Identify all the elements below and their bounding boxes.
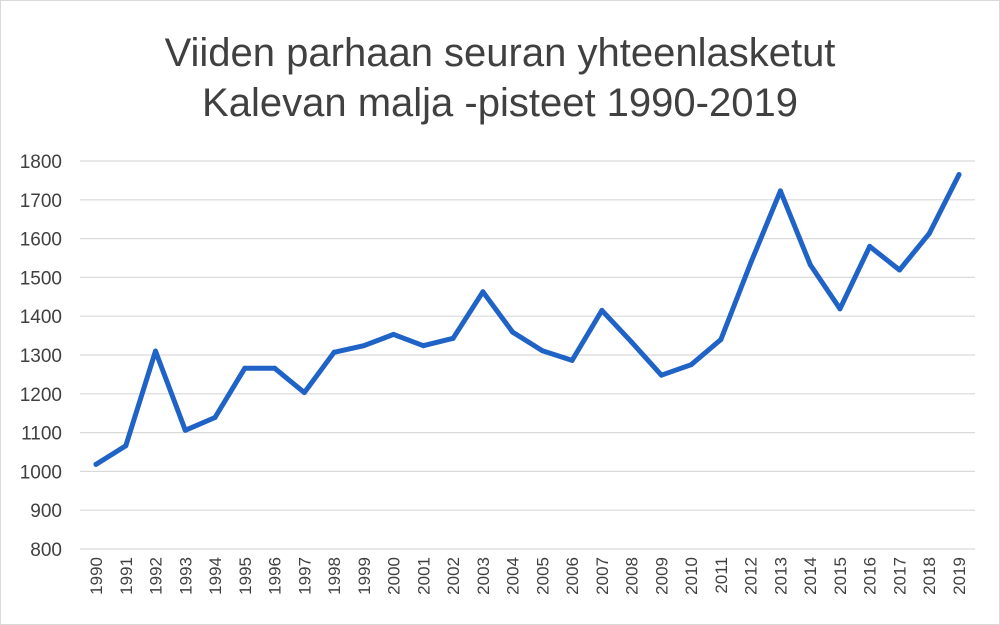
x-tick-label: 2002 <box>444 557 463 595</box>
x-tick-label: 1990 <box>87 557 106 595</box>
series-line-0 <box>93 172 962 467</box>
data-point <box>420 343 426 349</box>
data-point <box>272 365 278 371</box>
x-tick-label: 2007 <box>593 557 612 595</box>
x-tick-label: 1996 <box>266 557 285 595</box>
data-point <box>242 365 248 371</box>
data-point <box>510 329 516 335</box>
y-tick-label: 1700 <box>20 191 62 212</box>
x-tick-label: 1997 <box>295 557 314 595</box>
x-tick-label: 2016 <box>861 557 880 595</box>
data-point <box>331 349 337 355</box>
x-tick-label: 2019 <box>950 557 969 595</box>
x-tick-label: 1991 <box>117 557 136 595</box>
data-point <box>807 262 813 268</box>
data-point <box>629 339 635 345</box>
data-point <box>301 390 307 396</box>
chart-title-line-1: Viiden parhaan seuran yhteenlasketut <box>164 31 836 75</box>
y-tick-label: 1400 <box>20 307 62 328</box>
y-tick-label: 1500 <box>20 268 62 289</box>
data-point <box>123 443 129 449</box>
x-tick-label: 2008 <box>623 557 642 595</box>
data-point <box>361 343 367 349</box>
x-tick-label: 2017 <box>890 557 909 595</box>
data-point <box>182 427 188 433</box>
x-tick-label: 1999 <box>355 557 374 595</box>
x-axis-tick-labels: 1990 1991 1992 1993 1994 1995 1996 1997 1998 1999… <box>87 557 969 595</box>
x-tick-label: 2000 <box>385 557 404 595</box>
x-tick-label: 2014 <box>801 557 820 595</box>
data-point <box>658 372 664 378</box>
x-tick-label: 1995 <box>236 557 255 595</box>
x-tick-label: 2001 <box>414 557 433 595</box>
gridlines <box>80 160 975 550</box>
data-point <box>777 188 783 194</box>
y-tick-label: 1000 <box>20 462 62 483</box>
x-tick-label: 1993 <box>176 557 195 595</box>
x-tick-label: 2012 <box>742 557 761 595</box>
y-axis-tick-labels: 800 900 1000 1100 1200 1300 1400 1500 1600 1700 18… <box>20 152 62 561</box>
data-point <box>480 289 486 295</box>
x-tick-label: 1992 <box>147 557 166 595</box>
data-point <box>391 331 397 337</box>
y-tick-label: 1800 <box>20 152 62 173</box>
x-tick-label: 2018 <box>920 557 939 595</box>
series-layer <box>93 172 962 467</box>
data-point <box>539 348 545 354</box>
data-point <box>153 348 159 354</box>
data-point <box>569 357 575 363</box>
x-tick-label: 1994 <box>206 557 225 595</box>
chart-title-line-2: Kalevan malja -pisteet 1990-2019 <box>202 81 798 125</box>
x-tick-label: 2010 <box>682 557 701 595</box>
x-tick-label: 2004 <box>504 557 523 595</box>
data-point <box>896 267 902 273</box>
y-tick-label: 1600 <box>20 230 62 251</box>
data-point <box>212 414 218 420</box>
x-tick-label: 1998 <box>325 557 344 595</box>
data-point <box>93 461 99 467</box>
x-tick-label: 2009 <box>652 557 671 595</box>
x-tick-label: 2005 <box>533 557 552 595</box>
x-tick-label: 2006 <box>563 557 582 595</box>
data-point <box>926 231 932 237</box>
y-tick-label: 1300 <box>20 346 62 367</box>
data-point <box>718 336 724 342</box>
x-tick-label: 2003 <box>474 557 493 595</box>
chart-title: Viiden parhaan seuran yhteenlasketut Kal… <box>0 28 1000 128</box>
y-tick-label: 1100 <box>21 424 62 445</box>
data-point <box>837 306 843 312</box>
data-point <box>450 335 456 341</box>
y-tick-label: 800 <box>30 540 62 561</box>
data-point <box>599 307 605 313</box>
x-tick-label: 2015 <box>831 557 850 595</box>
y-tick-label: 900 <box>30 501 62 522</box>
data-point <box>748 260 754 266</box>
data-point <box>688 362 694 368</box>
x-tick-label: 2013 <box>771 557 790 595</box>
data-point <box>956 172 962 178</box>
x-tick-label: 2011 <box>712 557 731 594</box>
y-tick-label: 1200 <box>20 385 62 406</box>
data-point <box>867 243 873 249</box>
